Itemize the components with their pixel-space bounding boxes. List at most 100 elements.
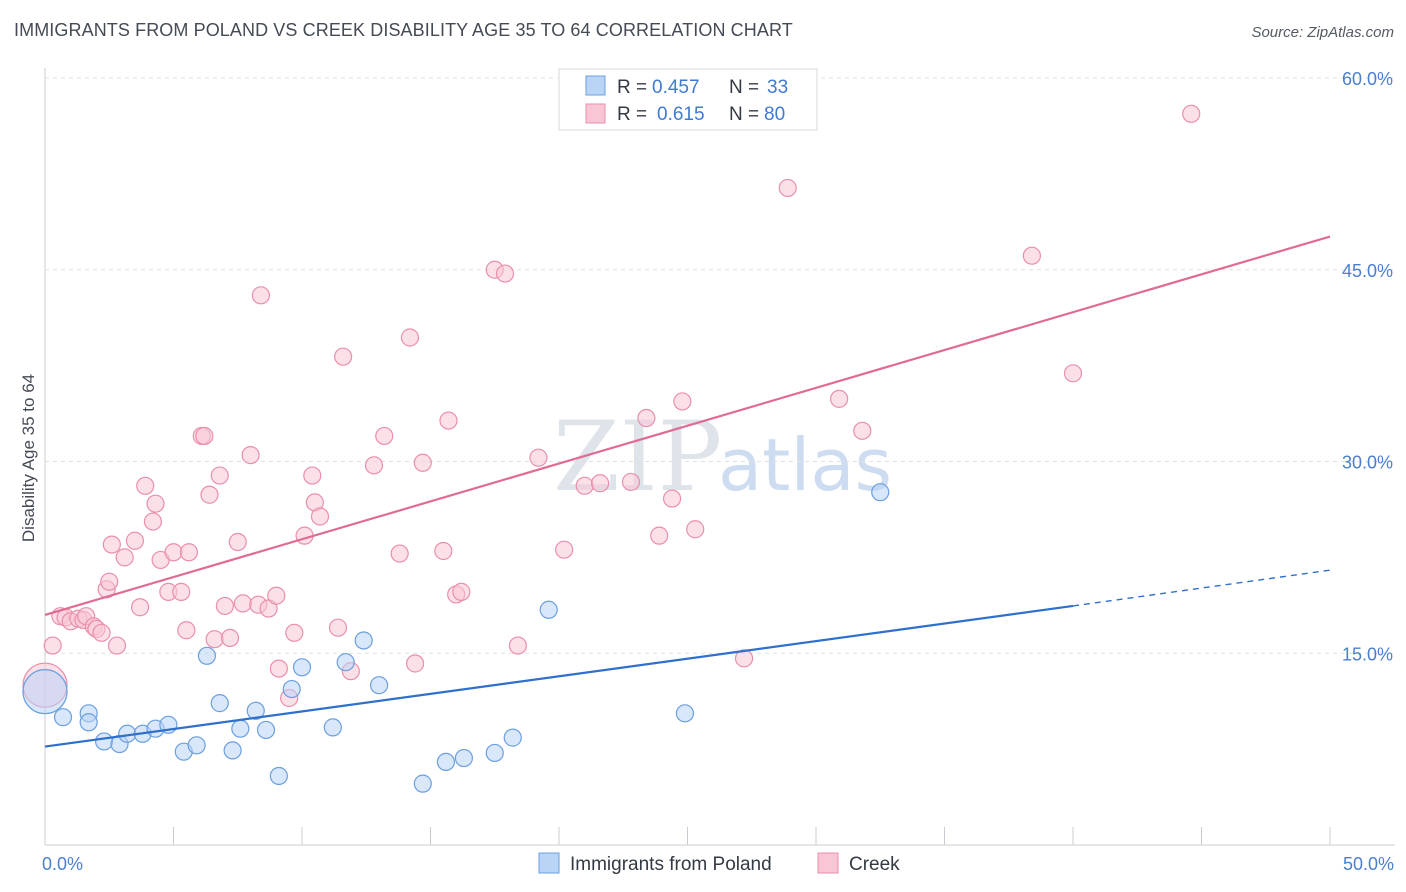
- y-tick-label: 15.0%: [1342, 644, 1393, 664]
- y-axis-title: Disability Age 35 to 64: [19, 374, 38, 542]
- poland-point: [292, 658, 312, 677]
- poland-point: [22, 668, 68, 715]
- legend-n-value-creek: 80: [764, 104, 785, 125]
- creek-point: [508, 636, 527, 655]
- creek-point: [146, 494, 165, 513]
- creek-point: [220, 628, 240, 648]
- legend-r-value-creek: 0.615: [657, 104, 705, 125]
- series-legend-swatch-creek: [817, 852, 839, 874]
- y-tick-label: 45.0%: [1342, 261, 1393, 281]
- trend-line-poland: [44, 604, 1074, 748]
- creek-point: [328, 618, 348, 637]
- creek-point: [107, 636, 127, 655]
- creek-point: [267, 586, 286, 605]
- poland-point: [79, 713, 98, 732]
- poland-point: [53, 708, 73, 727]
- creek-point: [650, 526, 669, 545]
- poland-point: [95, 732, 114, 751]
- creek-point: [575, 476, 594, 495]
- data-points: [22, 104, 1201, 793]
- creek-point: [364, 456, 384, 475]
- creek-point: [853, 421, 872, 440]
- creek-point: [637, 408, 656, 428]
- y-tick-label: 60.0%: [1342, 69, 1393, 89]
- creek-point: [233, 594, 252, 613]
- series-legend-label-poland: Immigrants from Poland: [570, 854, 772, 875]
- creek-point: [92, 623, 111, 642]
- creek-point: [413, 453, 432, 472]
- chart-title: IMMIGRANTS FROM POLAND VS CREEK DISABILI…: [14, 20, 793, 40]
- creek-point: [130, 598, 150, 617]
- poland-point: [210, 694, 229, 713]
- creek-point: [164, 543, 183, 562]
- creek-point: [303, 466, 322, 485]
- creek-point: [334, 347, 353, 366]
- creek-point: [662, 489, 682, 508]
- poland-point: [871, 483, 890, 502]
- series-legend-label-creek: Creek: [849, 854, 900, 875]
- legend-swatch-poland: [585, 75, 606, 96]
- creek-point: [1022, 246, 1041, 265]
- creek-point: [529, 448, 548, 467]
- creek-point: [1063, 364, 1083, 383]
- creek-point: [400, 328, 420, 347]
- creek-point: [452, 582, 471, 601]
- creek-point: [555, 540, 574, 559]
- poland-point: [282, 679, 301, 699]
- creek-point: [405, 654, 425, 673]
- creek-point: [285, 623, 304, 642]
- creek-point: [195, 426, 214, 446]
- poland-point: [539, 600, 558, 619]
- creek-point: [439, 411, 458, 430]
- legend-r-value-poland: 0.457: [652, 77, 700, 98]
- legend-n-label-poland: N =: [729, 77, 759, 98]
- poland-point: [413, 774, 432, 793]
- creek-point: [621, 472, 641, 492]
- poland-point: [436, 752, 456, 772]
- trend-lines: [44, 235, 1331, 748]
- poland-point: [485, 743, 504, 763]
- legend-r-label-poland: R =: [617, 77, 647, 98]
- creek-point: [210, 466, 229, 485]
- trend-line-poland-extension: [1072, 569, 1331, 607]
- poland-point: [187, 736, 206, 755]
- creek-point: [251, 286, 270, 305]
- creek-point: [778, 178, 797, 198]
- chart-source: Source: ZipAtlas.com: [1251, 24, 1394, 41]
- correlation-legend: R = 0.457 N = 33 R = 0.615 N = 80: [558, 68, 818, 131]
- creek-point: [205, 630, 224, 649]
- creek-point: [179, 543, 199, 562]
- series-legend: Immigrants from Poland Creek: [538, 852, 900, 875]
- poland-point: [246, 701, 265, 720]
- poland-point: [354, 631, 373, 650]
- creek-point: [143, 512, 163, 531]
- legend-swatch-creek: [585, 103, 606, 124]
- creek-point: [228, 532, 247, 552]
- creek-point: [115, 548, 134, 567]
- poland-point: [269, 766, 288, 786]
- creek-point: [102, 535, 121, 554]
- creek-point: [43, 636, 62, 655]
- creek-point: [686, 520, 705, 539]
- creek-point: [241, 446, 260, 465]
- legend-n-label-creek: N =: [729, 104, 759, 125]
- creek-point: [591, 474, 610, 493]
- poland-point: [223, 741, 242, 760]
- poland-point: [231, 719, 250, 738]
- creek-point: [269, 659, 288, 678]
- creek-point: [375, 426, 394, 446]
- poland-point: [197, 646, 217, 665]
- poland-point: [323, 718, 342, 737]
- poland-point: [256, 720, 276, 740]
- creek-point: [1182, 104, 1201, 123]
- poland-point: [370, 676, 389, 695]
- creek-point: [125, 531, 145, 550]
- creek-point: [495, 264, 515, 283]
- x-tick-label-max: 50.0%: [1343, 854, 1394, 874]
- legend-n-value-poland: 33: [767, 77, 788, 98]
- legend-r-label-creek: R =: [617, 104, 647, 125]
- creek-point: [830, 389, 849, 408]
- creek-point: [200, 485, 219, 504]
- creek-point: [136, 476, 155, 495]
- poland-point: [675, 704, 695, 723]
